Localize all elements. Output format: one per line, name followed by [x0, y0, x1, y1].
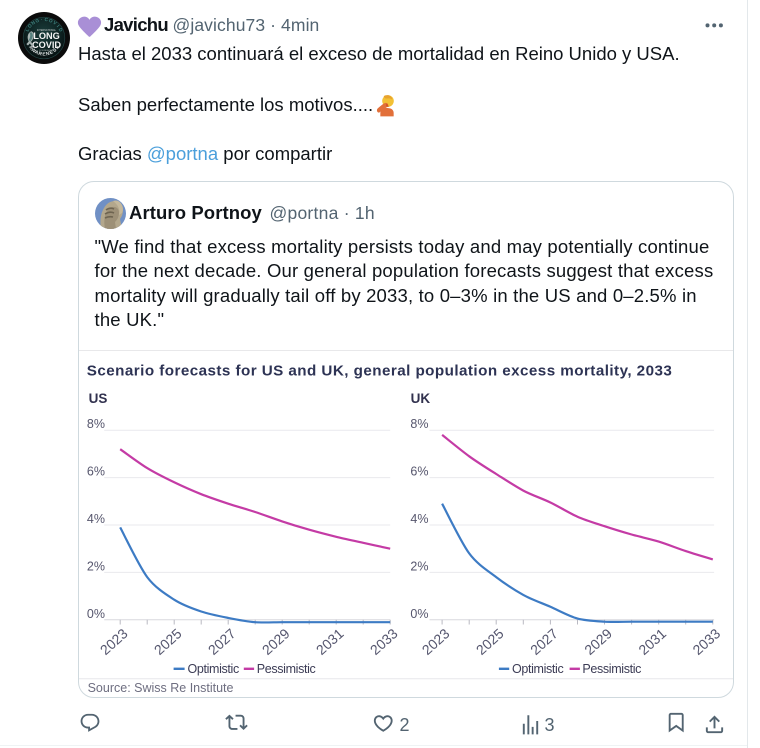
svg-text:N: N	[30, 20, 36, 26]
svg-text:8%: 8%	[87, 417, 105, 431]
svg-text:O: O	[27, 23, 33, 29]
svg-text:0%: 0%	[87, 607, 105, 621]
svg-text:4%: 4%	[410, 512, 428, 526]
svg-text:2023: 2023	[97, 625, 131, 658]
svg-text:4%: 4%	[87, 512, 105, 526]
svg-text:2029: 2029	[259, 625, 293, 658]
svg-text:2025: 2025	[151, 625, 185, 658]
svg-text:Pessimistic: Pessimistic	[257, 662, 316, 676]
svg-text:COVID: COVID	[32, 40, 61, 50]
svg-text:FOUNDATION: FOUNDATION	[39, 49, 54, 52]
svg-text:R: R	[38, 51, 43, 58]
svg-text:2031: 2031	[635, 625, 669, 658]
svg-text:0%: 0%	[410, 607, 428, 621]
svg-text:A: A	[27, 45, 34, 52]
svg-text:US: US	[89, 391, 108, 406]
svg-text:L: L	[24, 27, 30, 32]
svg-text:2027: 2027	[527, 625, 561, 658]
svg-text:2025: 2025	[473, 625, 507, 658]
svg-text:Optimistic: Optimistic	[188, 662, 239, 676]
svg-text:2033: 2033	[689, 625, 723, 658]
svg-text:INTERNATIONAL: INTERNATIONAL	[37, 29, 57, 32]
svg-text:D: D	[58, 27, 64, 33]
svg-text:W: W	[30, 47, 38, 55]
svg-text:Pessimistic: Pessimistic	[582, 662, 641, 676]
svg-text:2%: 2%	[410, 559, 428, 573]
svg-text:C: C	[44, 17, 49, 22]
svg-text:A: A	[34, 49, 40, 56]
svg-text:2031: 2031	[313, 625, 347, 658]
svg-text:Scenario forecasts for US and: Scenario forecasts for US and UK, genera…	[87, 363, 672, 380]
svg-text:2027: 2027	[205, 625, 239, 658]
svg-text:V: V	[52, 20, 58, 26]
svg-text:LONG: LONG	[33, 31, 60, 41]
svg-text:N: N	[45, 51, 50, 58]
svg-text:S: S	[52, 47, 59, 54]
svg-text:Source: Swiss Re Institute: Source: Swiss Re Institute	[88, 681, 234, 695]
svg-text:2033: 2033	[367, 625, 401, 658]
svg-text:·: ·	[41, 17, 43, 22]
svg-text:E: E	[42, 52, 46, 58]
svg-text:8%: 8%	[410, 417, 428, 431]
svg-text:O: O	[48, 18, 54, 24]
svg-text:S: S	[54, 44, 61, 51]
svg-text:Optimistic: Optimistic	[512, 662, 563, 676]
svg-text:2%: 2%	[87, 559, 105, 573]
svg-text:2029: 2029	[581, 625, 615, 658]
svg-text:6%: 6%	[410, 465, 428, 479]
svg-text:2023: 2023	[419, 625, 453, 658]
svg-text:E: E	[49, 49, 55, 56]
svg-text:I: I	[56, 24, 61, 28]
svg-text:UK: UK	[411, 391, 431, 406]
svg-text:G: G	[35, 18, 41, 24]
svg-text:6%: 6%	[87, 465, 105, 479]
